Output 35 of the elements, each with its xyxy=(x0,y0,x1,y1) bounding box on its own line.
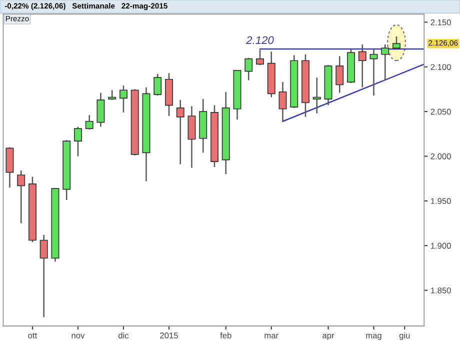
y-tick-label: 2.150 xyxy=(430,19,451,26)
candlestick xyxy=(244,57,253,81)
y-tick-label: 2.100 xyxy=(430,64,451,70)
candlestick xyxy=(188,106,196,168)
y-tick-label: 1.850 xyxy=(431,287,451,294)
candlestick xyxy=(176,99,184,165)
x-tick-label: 2015 xyxy=(160,332,178,338)
candlestick xyxy=(312,76,321,114)
x-tick-label: ott xyxy=(28,332,38,338)
candlestick xyxy=(85,114,94,130)
candlestick xyxy=(17,170,26,224)
candlestick xyxy=(154,73,162,96)
y-tick-label: 2.050 xyxy=(430,108,451,115)
candlestick xyxy=(40,234,48,318)
x-tick-label: apr xyxy=(322,334,334,340)
annotation: 2.120 xyxy=(246,36,274,44)
x-tick-label: mar xyxy=(264,334,278,338)
candlestick xyxy=(278,81,287,122)
x-tick-label: mag xyxy=(366,334,382,340)
candlestick xyxy=(358,44,366,88)
candlestick xyxy=(336,56,344,94)
candlestick xyxy=(108,89,116,101)
candlestick xyxy=(74,126,82,157)
y-tick-label: 1.900 xyxy=(431,242,451,249)
candlestick xyxy=(392,36,400,50)
candlestick xyxy=(370,48,378,96)
candlestick xyxy=(96,92,105,128)
x-tick-label: giu xyxy=(399,332,410,340)
candlestick xyxy=(256,49,264,66)
x-tick-label: dic xyxy=(118,332,129,338)
x-tick-label: feb xyxy=(220,332,232,338)
candlestick xyxy=(119,85,128,114)
y-tick-label: 1.950 xyxy=(431,198,451,204)
x-tick-label: nov xyxy=(72,334,85,338)
y-tick-label: 2.000 xyxy=(430,153,451,160)
